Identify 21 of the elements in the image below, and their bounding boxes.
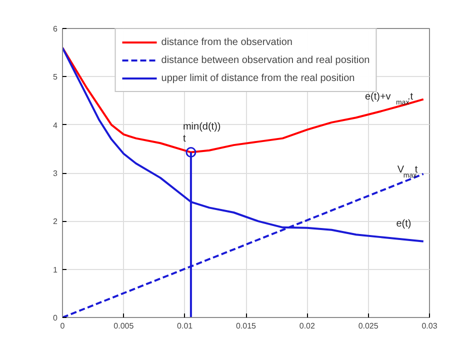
annotation: e(t) (396, 218, 412, 230)
annotation: t (182, 133, 186, 144)
line-series (62, 46, 424, 154)
y-tick-label: 6 (53, 24, 58, 34)
annotation: min(d(t)) (182, 121, 221, 132)
legend-label: distance from the observation (161, 36, 292, 49)
x-tick-label: 0.015 (236, 322, 257, 330)
x-tick-label: 0.03 (422, 322, 438, 330)
y-tick-label: 1 (53, 265, 58, 274)
x-tick-label: 0.005 (114, 322, 134, 330)
x-tick-label: 0 (60, 322, 66, 330)
y-tick-label: 3 (53, 169, 58, 178)
x-tick-label: 0.01 (177, 322, 194, 330)
x-tick-label: 0.025 (358, 322, 379, 330)
y-tick-label: 0 (53, 314, 58, 322)
y-tick-label: 5 (53, 72, 58, 82)
legend-label: distance between observation and real position (161, 54, 370, 67)
x-tick-label: 0.02 (299, 322, 316, 330)
y-tick-label: 4 (53, 120, 58, 130)
legend-label: upper limit of distance from the real position (161, 72, 355, 85)
y-tick-label: 2 (53, 217, 58, 226)
